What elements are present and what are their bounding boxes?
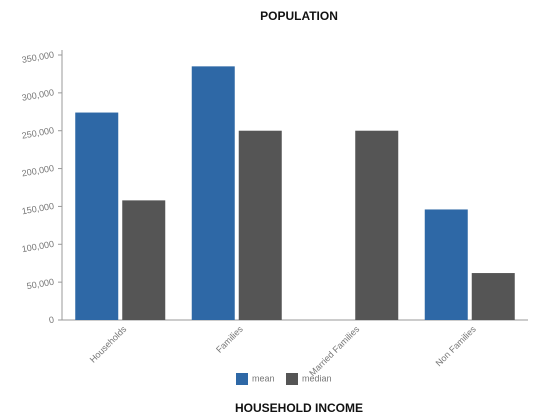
legend-swatch	[286, 373, 298, 385]
chart-subtitle: HOUSEHOLD INCOME	[235, 401, 363, 415]
bar	[424, 209, 468, 320]
y-tick-label: 0	[48, 314, 55, 325]
y-tick-label: 50,000	[26, 277, 55, 292]
bar	[355, 130, 399, 320]
y-tick-label: 200,000	[21, 163, 55, 178]
bar	[471, 273, 515, 320]
x-tick-label: Married Families	[307, 324, 361, 378]
bar	[191, 66, 235, 320]
y-tick-label: 300,000	[21, 87, 55, 102]
y-tick-label: 150,000	[21, 201, 55, 216]
legend-swatch	[236, 373, 248, 385]
bar	[122, 200, 166, 320]
x-tick-label: Families	[214, 324, 245, 355]
y-tick-label: 350,000	[21, 49, 55, 64]
chart-title: POPULATION	[260, 9, 338, 23]
legend-label: mean	[252, 373, 275, 383]
y-tick-label: 250,000	[21, 125, 55, 140]
x-tick-label: Households	[88, 324, 129, 365]
y-tick-label: 100,000	[21, 239, 55, 254]
bar	[238, 130, 282, 320]
legend-label: median	[302, 373, 332, 383]
bar	[75, 112, 119, 321]
x-tick-label: Non Families	[434, 324, 479, 369]
